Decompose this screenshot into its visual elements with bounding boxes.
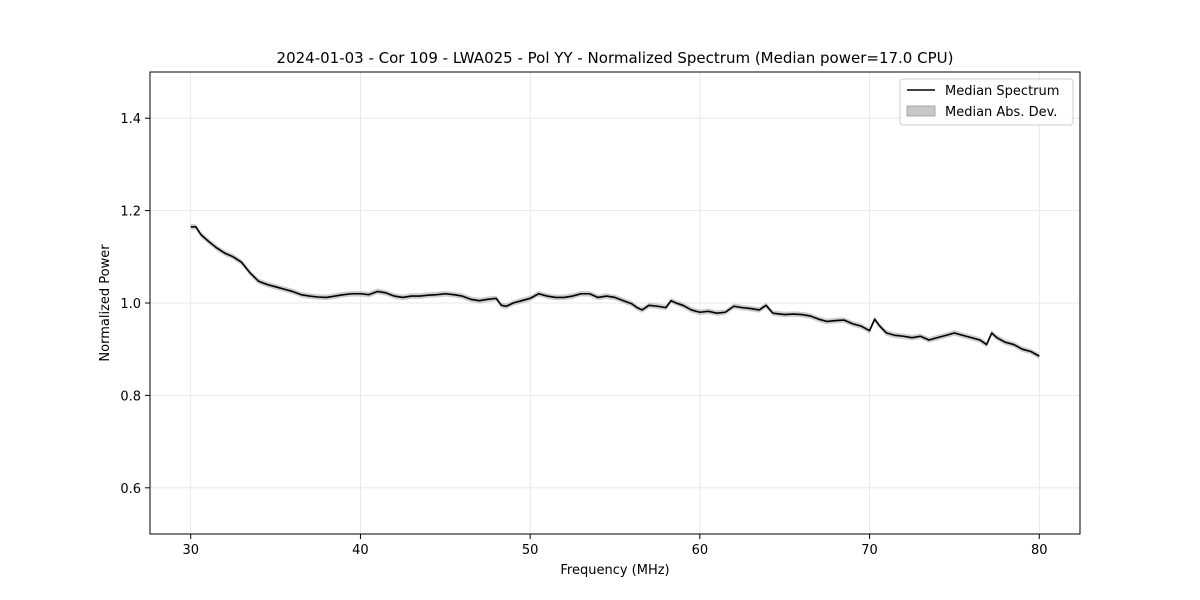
chart-title: 2024-01-03 - Cor 109 - LWA025 - Pol YY -… (277, 49, 954, 67)
x-tick-label: 80 (1031, 543, 1048, 558)
x-axis-label: Frequency (MHz) (560, 563, 669, 578)
legend-box (899, 78, 1074, 126)
y-tick-label: 0.8 (120, 389, 141, 404)
x-tick-label: 70 (861, 543, 878, 558)
y-tick-label: 1.2 (120, 205, 141, 220)
median-spectrum-line (190, 225, 1040, 357)
mad-band-group (190, 223, 1040, 359)
legend-band-swatch (906, 105, 936, 117)
y-tick-label: 1.0 (120, 297, 141, 312)
x-tick-label: 40 (352, 543, 369, 558)
legend-label-median-spectrum: Median Spectrum (945, 84, 1059, 99)
series-lines (190, 225, 1040, 357)
x-axis-ticks: 30 40 50 60 70 80 (182, 534, 1048, 558)
y-axis-label: Normalized Power (98, 244, 113, 362)
legend: Median Spectrum Median Abs. Dev. (899, 78, 1074, 126)
legend-label-median-abs-dev: Median Abs. Dev. (945, 105, 1057, 120)
x-tick-label: 30 (182, 543, 199, 558)
mad-band (190, 223, 1040, 359)
y-tick-label: 0.6 (120, 482, 141, 497)
x-tick-label: 50 (522, 543, 539, 558)
y-axis-ticks: 0.6 0.8 1.0 1.2 1.4 (120, 112, 150, 497)
y-tick-label: 1.4 (120, 112, 141, 127)
x-tick-label: 60 (692, 543, 709, 558)
